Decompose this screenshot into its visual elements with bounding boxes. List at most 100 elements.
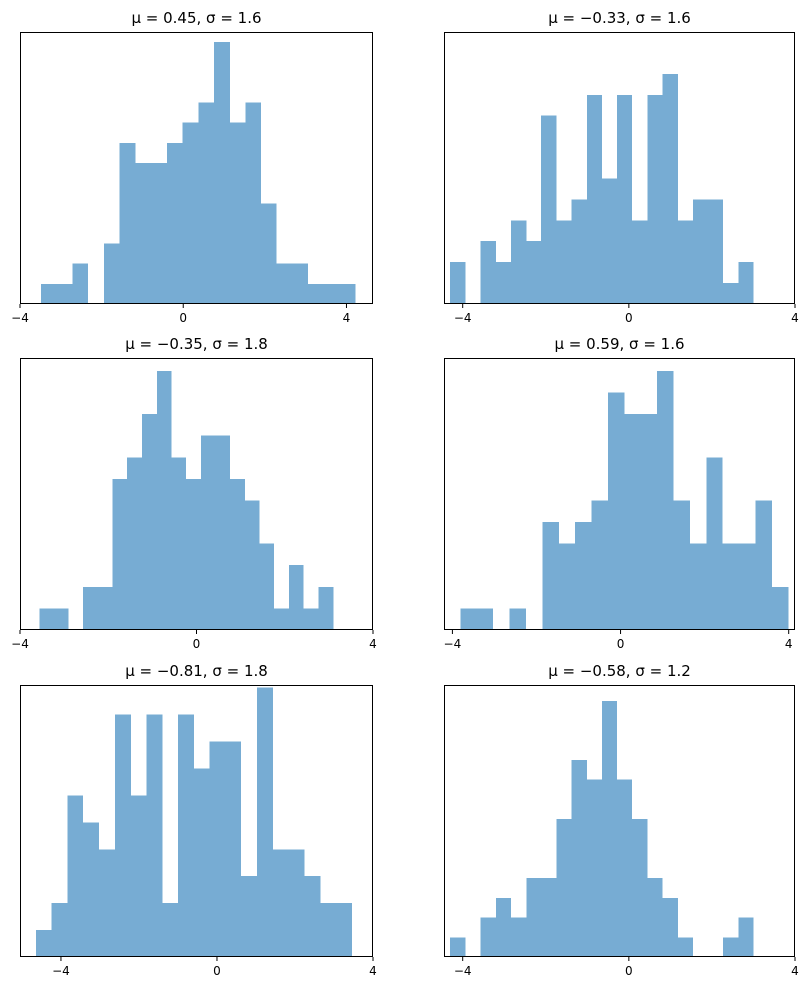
x-tick-label: 0: [625, 311, 633, 325]
histogram-bar: [112, 478, 128, 630]
subplot-title: μ = −0.35, σ = 1.8: [125, 335, 268, 353]
histogram-bar: [151, 162, 167, 304]
histogram-bar: [617, 779, 633, 957]
histogram-bar: [480, 241, 496, 304]
histogram-bar: [571, 199, 587, 304]
histogram-bar: [130, 795, 147, 957]
x-tick-label: 4: [369, 637, 377, 651]
histogram-bar: [198, 102, 214, 305]
axes-frame: [444, 685, 795, 957]
histogram-bar: [261, 203, 277, 304]
x-tick-label: −4: [454, 964, 472, 978]
axes-frame: [444, 32, 795, 304]
x-tick-label: −4: [444, 637, 462, 651]
histogram-bar: [289, 565, 304, 630]
histogram-bar: [335, 903, 352, 957]
histogram-bar: [166, 142, 183, 304]
histogram-bar: [292, 263, 309, 304]
histogram-bar: [738, 917, 754, 957]
histogram-bar: [556, 220, 572, 304]
x-tick-label: 4: [791, 964, 799, 978]
histogram-bar: [723, 937, 739, 957]
histogram-bar: [632, 819, 648, 957]
histogram-bar: [706, 457, 723, 630]
histogram-bar: [657, 370, 674, 630]
histogram-bar: [632, 220, 648, 304]
x-tick-label: −4: [11, 637, 29, 651]
histogram-bar: [526, 241, 542, 304]
histogram-bar: [495, 262, 511, 304]
histogram-bar: [662, 73, 678, 304]
histogram-bar: [51, 903, 68, 957]
histogram-bar: [556, 819, 572, 957]
subplot-1: −4 0 4 μ = 0.45, σ = 1.6: [11, 9, 373, 325]
histogram-bar: [738, 262, 754, 304]
axes-frame: [20, 32, 373, 304]
histogram-bar: [677, 220, 693, 304]
histogram-bar: [276, 263, 293, 304]
histogram-bar: [318, 586, 334, 630]
histogram-bar: [558, 543, 576, 630]
histogram-bar: [245, 102, 262, 305]
histogram-bar: [647, 94, 663, 305]
histogram-bar: [308, 283, 325, 304]
histogram-bar: [83, 822, 100, 957]
histogram-bar: [509, 608, 526, 630]
histogram-bar: [460, 608, 494, 630]
histogram-bar: [83, 586, 113, 630]
x-tick-label: 4: [791, 311, 799, 325]
histogram-bar: [193, 768, 210, 957]
subplot-2: −4 0 4 μ = −0.33, σ = 1.6: [444, 9, 799, 325]
histogram-bar: [339, 283, 356, 304]
histogram-bar: [586, 779, 602, 957]
x-tick-label: −4: [52, 964, 70, 978]
histogram-bar: [162, 903, 178, 957]
histogram-bar: [245, 500, 260, 630]
histogram-bar: [320, 903, 336, 957]
histogram-bar: [303, 608, 319, 630]
histogram-bar: [662, 897, 678, 957]
histogram-bar: [689, 543, 707, 630]
histogram-bar: [119, 142, 136, 304]
histogram-bar: [241, 876, 258, 957]
histogram-bar: [575, 522, 592, 630]
histogram-bar: [647, 878, 663, 957]
histogram-bar: [640, 414, 658, 630]
histogram-bar: [213, 42, 230, 304]
subplot-4: −4 0 4 μ = 0.59, σ = 1.6: [444, 335, 795, 651]
histogram-bar: [755, 500, 772, 630]
axes-frame: [444, 358, 795, 630]
histogram-bar: [104, 243, 120, 304]
histogram-bar: [304, 876, 321, 957]
histogram-bar: [99, 849, 115, 957]
x-tick-label: 0: [625, 964, 633, 978]
histogram-bar: [607, 392, 625, 630]
x-tick-label: 0: [193, 637, 201, 651]
histogram-bar: [72, 263, 89, 304]
subplot-3: −4 0 4 μ = −0.35, σ = 1.8: [11, 335, 377, 651]
histogram-bar: [480, 917, 496, 957]
histogram-bar: [56, 283, 73, 304]
histogram-bar: [708, 199, 724, 304]
histogram-bar: [722, 543, 740, 630]
x-tick-label: 4: [785, 637, 793, 651]
histogram-bar: [586, 94, 602, 305]
histogram-bar: [135, 162, 151, 304]
histogram-bar: [229, 122, 246, 304]
histogram-bar: [541, 115, 557, 304]
histogram-bar: [601, 700, 618, 957]
x-tick-label: 4: [343, 311, 351, 325]
histogram-bar: [624, 414, 641, 630]
histogram-bar: [209, 741, 226, 957]
histogram-bar: [230, 478, 246, 630]
x-tick-label: 0: [617, 637, 625, 651]
histogram-bar: [771, 586, 789, 630]
histogram-bar: [692, 199, 709, 304]
x-tick-label: 0: [213, 964, 221, 978]
histogram-bar: [274, 608, 290, 630]
histogram-bar: [673, 500, 690, 630]
histogram-bar: [215, 435, 231, 630]
subplot-panels: −4 0 4 μ = 0.45, σ = 1.6 −4 0 4 μ = −0.33, σ = …: [11, 9, 799, 978]
x-tick-label: 0: [179, 311, 187, 325]
